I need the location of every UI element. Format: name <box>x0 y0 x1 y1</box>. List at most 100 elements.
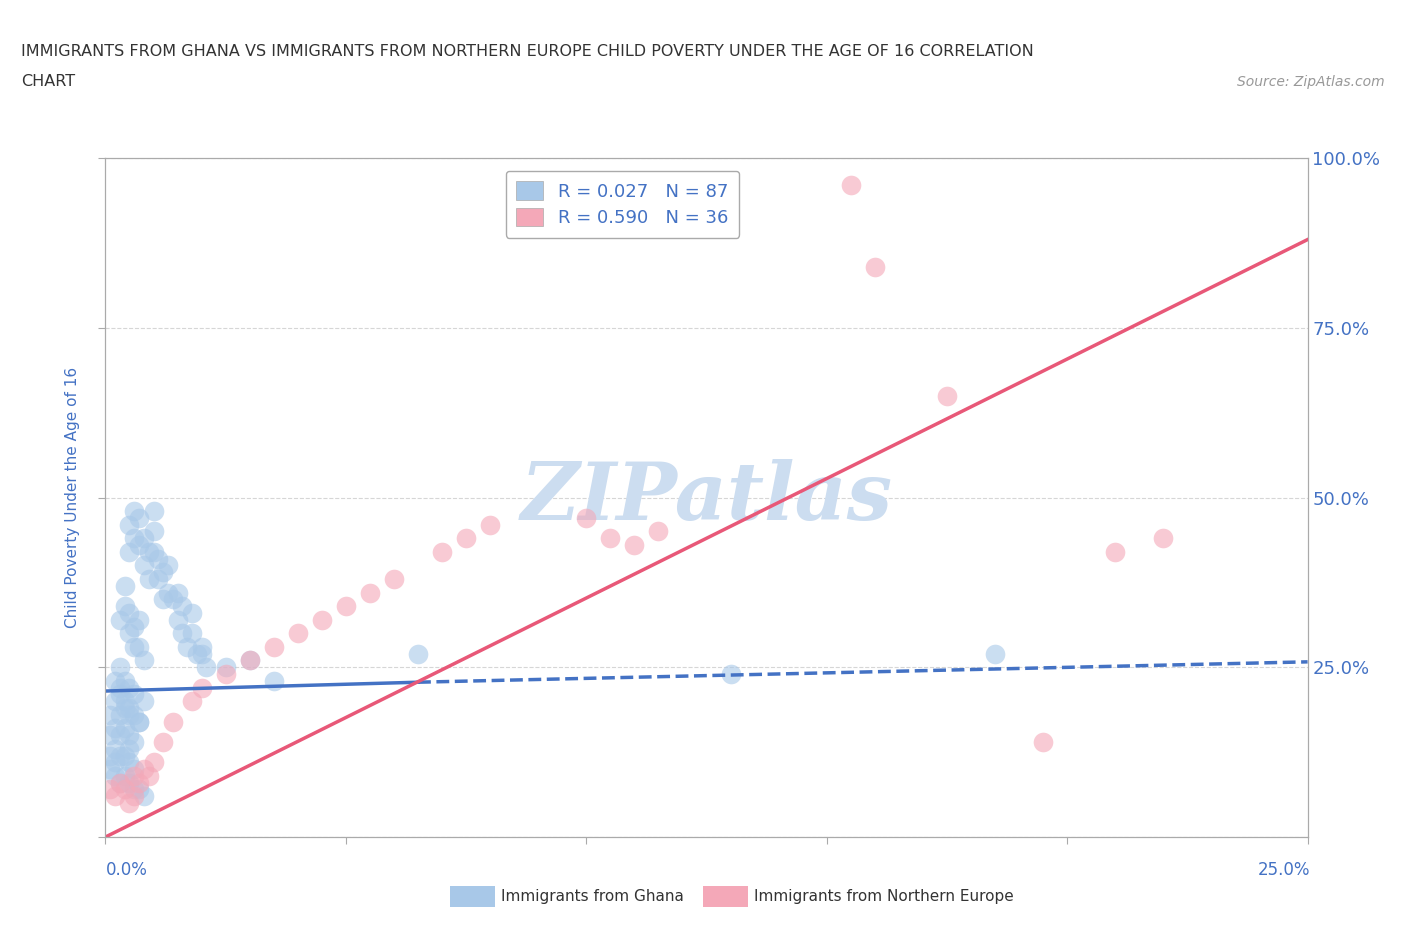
Point <box>128 511 150 525</box>
Point <box>479 517 502 532</box>
Point <box>128 776 150 790</box>
Point <box>239 653 262 668</box>
Point <box>98 748 121 763</box>
Point <box>406 646 429 661</box>
Point <box>114 700 136 715</box>
Point <box>118 700 141 715</box>
Point <box>118 626 141 641</box>
Point <box>599 531 621 546</box>
Point <box>1104 544 1126 559</box>
Point <box>104 789 127 804</box>
Point <box>142 544 165 559</box>
Point <box>132 558 155 573</box>
Point <box>128 714 150 729</box>
Point <box>118 605 141 620</box>
Point <box>623 538 645 552</box>
Point <box>152 592 174 607</box>
Point <box>166 612 188 627</box>
Point <box>104 673 127 688</box>
Point <box>124 768 146 783</box>
Point <box>118 796 141 811</box>
Point <box>114 748 136 763</box>
Point <box>124 619 146 634</box>
Point <box>186 646 208 661</box>
Point <box>575 511 598 525</box>
Point <box>108 660 131 675</box>
Point <box>148 551 170 566</box>
Text: ZIPatlas: ZIPatlas <box>520 458 893 537</box>
Point <box>118 727 141 742</box>
Point <box>132 531 155 546</box>
Point <box>720 667 742 682</box>
Point <box>104 755 127 770</box>
Point <box>104 768 127 783</box>
Point <box>359 585 381 600</box>
Point <box>287 626 309 641</box>
Point <box>124 735 146 750</box>
Point <box>114 694 136 709</box>
Point <box>138 768 160 783</box>
Point <box>181 694 204 709</box>
Point <box>104 694 127 709</box>
Point <box>181 605 204 620</box>
Point <box>128 538 150 552</box>
Point <box>98 782 121 797</box>
Point <box>172 626 194 641</box>
Point <box>430 544 453 559</box>
Point <box>132 694 155 709</box>
Legend: R = 0.027   N = 87, R = 0.590   N = 36: R = 0.027 N = 87, R = 0.590 N = 36 <box>506 170 740 238</box>
Point <box>984 646 1007 661</box>
Point <box>114 721 136 736</box>
Point <box>104 741 127 756</box>
Point <box>114 578 136 593</box>
Point <box>239 653 262 668</box>
Point <box>162 592 184 607</box>
Point <box>108 727 131 742</box>
Point <box>108 776 131 790</box>
Point <box>839 178 862 193</box>
Point <box>263 673 285 688</box>
Point <box>128 640 150 655</box>
Point <box>124 762 146 777</box>
Point <box>98 708 121 723</box>
Point <box>128 782 150 797</box>
Point <box>98 727 121 742</box>
Point <box>138 572 160 587</box>
Point <box>124 782 146 797</box>
Point <box>162 714 184 729</box>
Point <box>156 558 179 573</box>
Point <box>124 708 146 723</box>
Point <box>108 687 131 702</box>
Point <box>118 680 141 695</box>
Point <box>132 789 155 804</box>
Point <box>98 762 121 777</box>
Point <box>335 599 357 614</box>
Y-axis label: Child Poverty Under the Age of 16: Child Poverty Under the Age of 16 <box>65 367 80 628</box>
Point <box>152 735 174 750</box>
Point <box>124 504 146 519</box>
Point <box>138 544 160 559</box>
Text: Immigrants from Northern Europe: Immigrants from Northern Europe <box>754 889 1014 904</box>
Point <box>263 640 285 655</box>
Point <box>114 768 136 783</box>
Point <box>118 517 141 532</box>
Point <box>124 531 146 546</box>
Point <box>132 653 155 668</box>
Point <box>118 755 141 770</box>
Point <box>152 565 174 579</box>
Point <box>142 525 165 539</box>
Point <box>936 389 959 404</box>
Point <box>195 660 218 675</box>
Point <box>104 721 127 736</box>
Point <box>108 680 131 695</box>
Text: IMMIGRANTS FROM GHANA VS IMMIGRANTS FROM NORTHERN EUROPE CHILD POVERTY UNDER THE: IMMIGRANTS FROM GHANA VS IMMIGRANTS FROM… <box>21 44 1033 59</box>
Point <box>190 680 212 695</box>
Point <box>108 708 131 723</box>
Point <box>172 599 194 614</box>
Point <box>142 504 165 519</box>
Point <box>124 640 146 655</box>
Point <box>214 667 236 682</box>
Point <box>1032 735 1054 750</box>
Point <box>108 776 131 790</box>
Point <box>108 748 131 763</box>
